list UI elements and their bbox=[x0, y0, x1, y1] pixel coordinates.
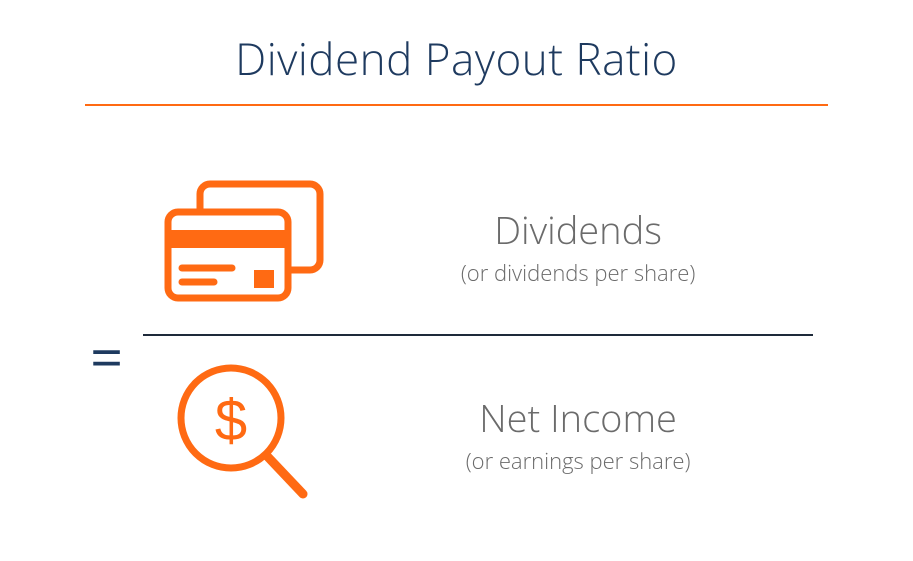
dollar-magnifier-icon: $ bbox=[163, 354, 323, 514]
credit-cards-icon bbox=[158, 176, 328, 316]
equals-sign: = bbox=[90, 316, 123, 395]
magnifier-icon-wrapper: $ bbox=[143, 354, 343, 514]
formula-container: = Dividends bbox=[0, 156, 913, 534]
svg-text:$: $ bbox=[215, 388, 247, 453]
numerator-label: Dividends bbox=[343, 204, 813, 256]
title-underline bbox=[85, 104, 828, 106]
denominator-label: Net Income bbox=[343, 392, 813, 444]
cards-icon-wrapper bbox=[143, 176, 343, 316]
numerator: Dividends (or dividends per share) bbox=[143, 156, 813, 334]
numerator-text: Dividends (or dividends per share) bbox=[343, 204, 813, 288]
page-title: Dividend Payout Ratio bbox=[0, 0, 913, 88]
denominator-text: Net Income (or earnings per share) bbox=[343, 392, 813, 476]
denominator: $ Net Income (or earnings per share) bbox=[143, 336, 813, 534]
fraction: Dividends (or dividends per share) $ Net… bbox=[143, 156, 813, 534]
denominator-sublabel: (or earnings per share) bbox=[343, 446, 813, 476]
numerator-sublabel: (or dividends per share) bbox=[343, 258, 813, 288]
